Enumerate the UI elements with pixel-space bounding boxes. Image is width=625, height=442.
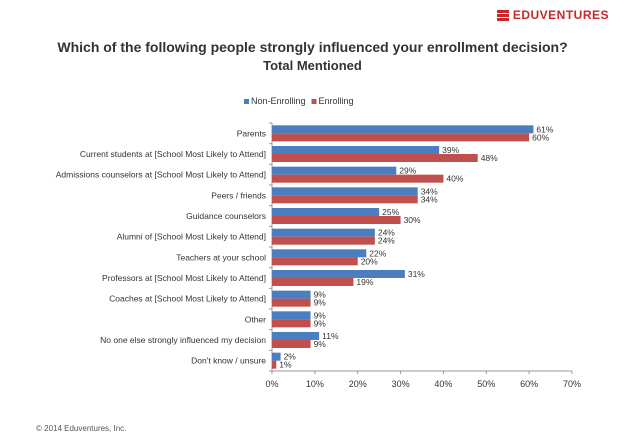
x-tick-label: 40% <box>434 379 452 389</box>
data-label: 9% <box>314 339 327 349</box>
data-label: 9% <box>314 298 327 308</box>
bar-non-enrolling <box>272 167 396 175</box>
data-label: 24% <box>378 236 395 246</box>
bar-non-enrolling <box>272 311 311 319</box>
x-tick-label: 30% <box>392 379 410 389</box>
bar-non-enrolling <box>272 229 375 237</box>
bar-non-enrolling <box>272 125 533 133</box>
x-tick-label: 70% <box>563 379 581 389</box>
legend-label-1: Enrolling <box>319 96 354 106</box>
bar-non-enrolling <box>272 208 379 216</box>
category-label: Current students at [School Most Likely … <box>80 149 266 159</box>
data-label: 20% <box>361 256 378 266</box>
data-label: 40% <box>446 174 463 184</box>
data-label: 30% <box>404 215 421 225</box>
copyright-footer: © 2014 Eduventures, Inc. <box>36 424 126 433</box>
data-label: 48% <box>481 153 498 163</box>
legend-swatch-0 <box>244 99 249 104</box>
bar-enrolling <box>272 278 353 286</box>
data-label: 9% <box>314 318 327 328</box>
legend-swatch-1 <box>312 99 317 104</box>
category-label: Professors at [School Most Likely to Att… <box>102 273 266 283</box>
category-label: Alumni of [School Most Likely to Attend] <box>117 232 266 242</box>
bar-enrolling <box>272 340 311 348</box>
bar-enrolling <box>272 154 478 162</box>
category-label: Other <box>245 314 266 324</box>
bar-enrolling <box>272 133 529 141</box>
category-label: Don't know / unsure <box>191 356 266 366</box>
data-label: 34% <box>421 194 438 204</box>
x-tick-label: 10% <box>306 379 324 389</box>
bar-non-enrolling <box>272 249 366 257</box>
bar-enrolling <box>272 361 276 369</box>
category-label: Teachers at your school <box>176 252 266 262</box>
x-tick-label: 0% <box>265 379 278 389</box>
category-label: Parents <box>237 128 266 138</box>
category-label: Admissions counselors at [School Most Li… <box>56 170 266 180</box>
bar-non-enrolling <box>272 270 405 278</box>
bar-enrolling <box>272 175 443 183</box>
bar-enrolling <box>272 216 401 224</box>
bar-enrolling <box>272 257 358 265</box>
data-label: 31% <box>408 269 425 279</box>
data-label: 19% <box>356 277 373 287</box>
data-label: 1% <box>279 360 292 370</box>
bar-non-enrolling <box>272 146 439 154</box>
category-label: Peers / friends <box>211 190 266 200</box>
bar-enrolling <box>272 237 375 245</box>
bar-non-enrolling <box>272 332 319 340</box>
category-label: Guidance counselors <box>186 211 266 221</box>
bar-enrolling <box>272 195 418 203</box>
data-label: 60% <box>532 132 549 142</box>
bar-non-enrolling <box>272 291 311 299</box>
data-label: 25% <box>382 207 399 217</box>
bar-enrolling <box>272 319 311 327</box>
legend-label-0: Non-Enrolling <box>251 96 306 106</box>
bar-enrolling <box>272 299 311 307</box>
category-label: Coaches at [School Most Likely to Attend… <box>109 294 266 304</box>
category-label: No one else strongly influenced my decis… <box>100 335 266 345</box>
x-tick-label: 20% <box>349 379 367 389</box>
x-tick-label: 60% <box>520 379 538 389</box>
x-tick-label: 50% <box>477 379 495 389</box>
data-label: 29% <box>399 166 416 176</box>
bar-non-enrolling <box>272 187 418 195</box>
data-label: 39% <box>442 145 459 155</box>
